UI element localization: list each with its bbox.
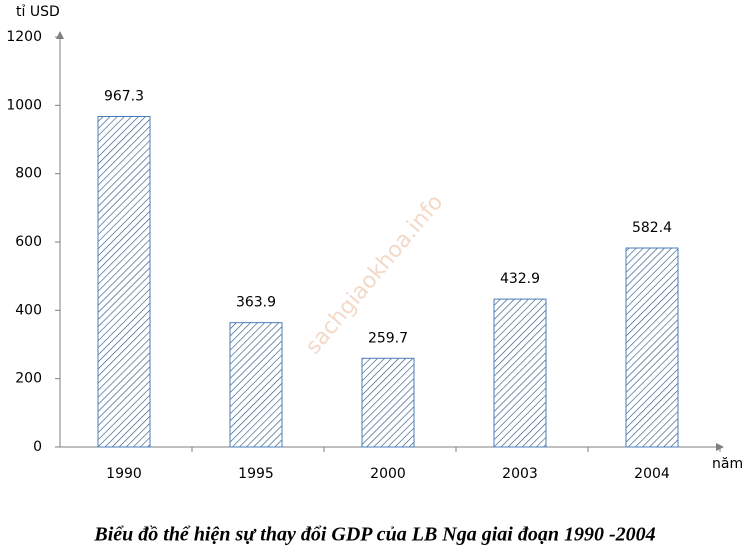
y-tick-label: 1000: [6, 97, 42, 113]
x-tick-label: 2000: [370, 466, 406, 482]
bar: [493, 298, 547, 448]
y-tick-label: 600: [15, 234, 42, 250]
value-label: 582.4: [632, 220, 672, 236]
y-axis-label: tỉ USD: [16, 4, 60, 20]
bar: [625, 247, 679, 448]
x-tick-label: 2003: [502, 466, 538, 482]
bar: [229, 322, 283, 448]
y-tick-label: 0: [33, 439, 42, 455]
y-tick-label: 1200: [6, 29, 42, 45]
x-axis-label: năm: [712, 456, 743, 472]
y-tick-label: 200: [15, 371, 42, 387]
x-tick-label: 1995: [238, 466, 274, 482]
y-tick-label: 800: [15, 166, 42, 182]
chart-title: Biểu đồ thể hiện sự thay đổi GDP của LB …: [93, 524, 655, 546]
x-tick-label: 2004: [634, 466, 670, 482]
bar: [97, 116, 151, 448]
value-label: 363.9: [236, 295, 276, 311]
value-label: 259.7: [368, 330, 408, 346]
y-tick-label: 400: [15, 302, 42, 318]
bar: [361, 357, 415, 448]
value-label: 432.9: [500, 271, 540, 287]
value-label: 967.3: [104, 89, 144, 105]
x-tick-label: 1990: [106, 466, 142, 482]
